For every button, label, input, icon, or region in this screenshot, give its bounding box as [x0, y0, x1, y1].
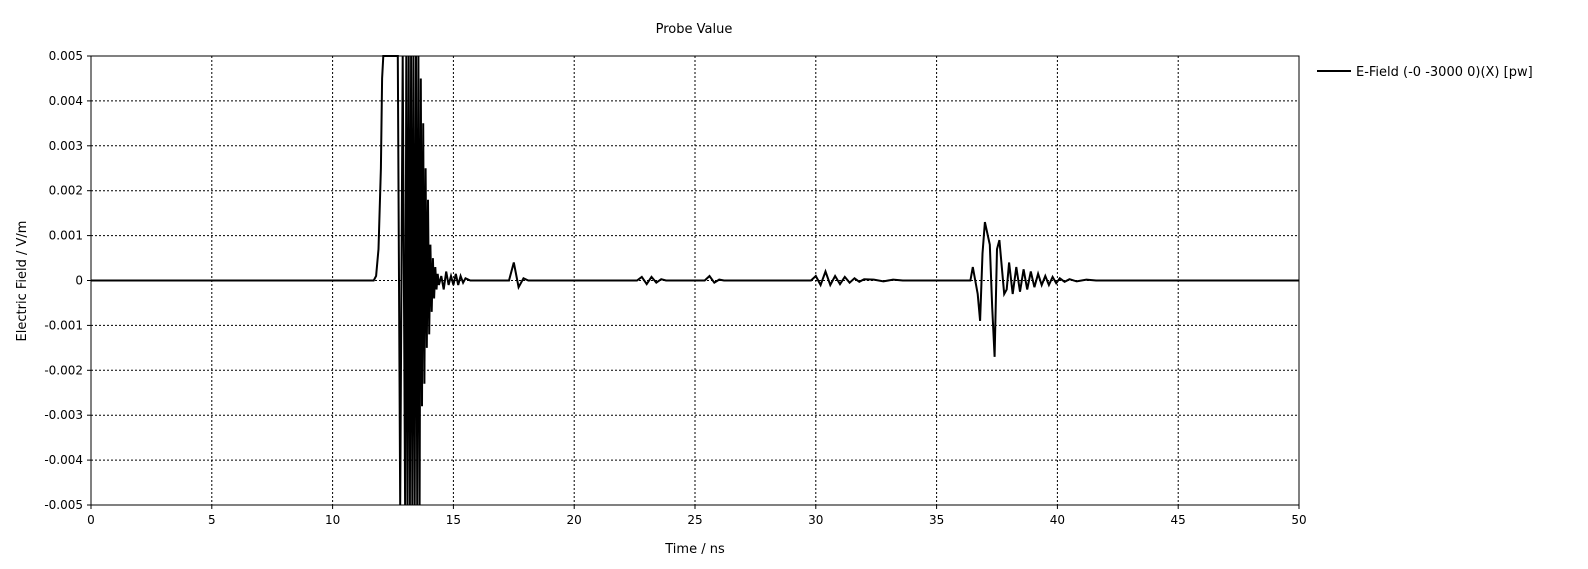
y-tick-label: 0.003 [49, 139, 83, 153]
y-tick-label: -0.002 [44, 363, 83, 377]
y-tick-label: 0.005 [49, 49, 83, 63]
y-axis-ticks: 0.005 0.004 0.003 0.002 0.001 0 -0.001 -0.002 -0… [44, 49, 91, 512]
series-line [91, 55, 1299, 506]
x-axis-label: Time / ns [664, 542, 725, 557]
y-tick-label: 0.001 [49, 229, 83, 243]
x-axis-ticks: 0 5 10 15 20 25 30 35 40 45 50 [87, 505, 1307, 527]
legend-label: E-Field (-0 -3000 0)(X) [pw] [1356, 65, 1533, 80]
y-tick-label: 0.002 [49, 184, 83, 198]
x-tick-label: 35 [929, 513, 944, 527]
x-tick-label: 5 [208, 513, 216, 527]
x-tick-label: 25 [687, 513, 702, 527]
x-tick-label: 10 [325, 513, 340, 527]
y-tick-label: 0.004 [49, 94, 83, 108]
x-tick-label: 0 [87, 513, 95, 527]
x-tick-label: 15 [446, 513, 461, 527]
x-tick-label: 50 [1291, 513, 1306, 527]
x-tick-label: 40 [1050, 513, 1065, 527]
y-tick-label: 0 [75, 274, 83, 288]
y-tick-label: -0.005 [44, 498, 83, 512]
x-tick-label: 20 [567, 513, 582, 527]
y-tick-label: -0.003 [44, 408, 83, 422]
x-tick-label: 45 [1171, 513, 1186, 527]
series-layer [91, 55, 1299, 506]
chart-title: Probe Value [656, 22, 733, 37]
x-tick-label: 30 [808, 513, 823, 527]
y-tick-label: -0.004 [44, 453, 83, 467]
y-axis-label: Electric Field / V/m [15, 221, 30, 342]
y-tick-label: -0.001 [44, 318, 83, 332]
legend: E-Field (-0 -3000 0)(X) [pw] [1317, 65, 1533, 80]
